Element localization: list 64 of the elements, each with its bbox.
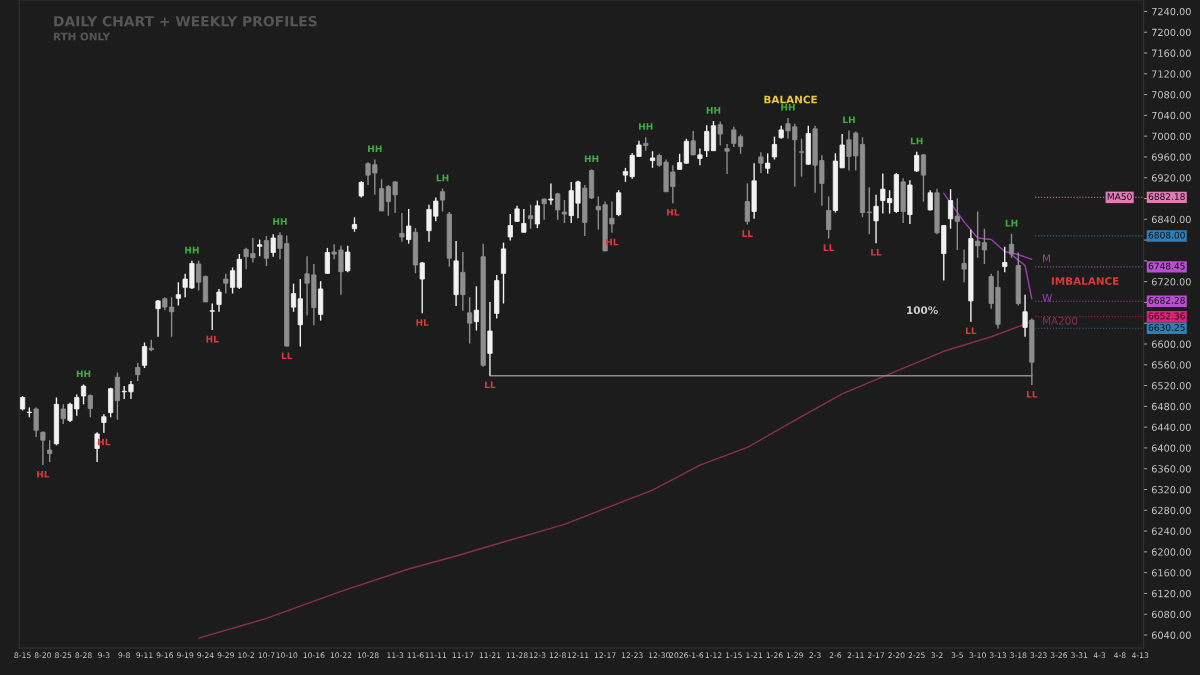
annotation: HL <box>37 470 50 478</box>
annotation: HL <box>416 319 429 326</box>
ref-line-label: 6682.28 <box>1148 297 1185 304</box>
y-tick-label: 6280.00 <box>1151 506 1191 515</box>
y-tick-label: 6040.00 <box>1151 631 1191 639</box>
annotation: HH <box>76 370 91 378</box>
ref-line-label: 6808.00 <box>1148 231 1185 239</box>
y-tick-label: 7000.00 <box>1152 132 1191 140</box>
ref-line-label: 6748.45 <box>1148 262 1185 270</box>
y-tick-label: 6080.00 <box>1151 610 1191 619</box>
annotation: HL <box>667 209 680 216</box>
annotation: HH <box>639 123 653 130</box>
y-tick-label: 7160.00 <box>1152 49 1191 57</box>
y-tick-label: 6200.00 <box>1151 548 1191 556</box>
annotation: LL <box>485 381 496 389</box>
annotation: HH <box>781 103 795 111</box>
annotation: HH <box>273 218 287 225</box>
annotation: LL <box>965 327 977 335</box>
y-tick-label: 6160.00 <box>1151 569 1191 577</box>
annotation: HH <box>706 107 721 114</box>
ref-line-label: 6652.36 <box>1148 312 1185 320</box>
annotation: LH <box>910 137 923 145</box>
annotation: LL <box>742 230 753 237</box>
y-tick-label: 6480.00 <box>1151 402 1191 411</box>
series-label: W <box>1042 294 1052 302</box>
ref-line-label: 6882.18 <box>1148 193 1185 200</box>
annotation: HH <box>368 145 382 153</box>
ref-line-label: 6630.25 <box>1148 324 1185 331</box>
text: DAILY CHART + WEEKLY PROFILES <box>54 15 317 27</box>
y-tick-label: 7080.00 <box>1152 91 1191 99</box>
y-tick-label: 6120.00 <box>1151 589 1191 598</box>
annotation: MA50 <box>1107 193 1132 200</box>
annotation: LH <box>1005 219 1018 227</box>
y-tick-label: 6320.00 <box>1151 485 1191 494</box>
annotation: HH <box>185 246 199 254</box>
y-tick-label: 6520.00 <box>1151 382 1191 390</box>
annotation: IMBALANCE <box>1051 277 1119 285</box>
y-tick-label: 6920.00 <box>1151 174 1191 182</box>
annotation: HL <box>206 335 219 343</box>
series-label: M <box>1043 254 1050 263</box>
annotation: HH <box>584 155 599 162</box>
annotation: LL <box>823 244 835 251</box>
annotation: LL <box>871 249 882 256</box>
y-tick-label: 7240.00 <box>1152 7 1191 16</box>
y-tick-label: 7200.00 <box>1152 28 1191 37</box>
y-tick-label: 6600.00 <box>1151 340 1191 348</box>
y-tick-label: 6720.00 <box>1151 278 1191 286</box>
annotation: LL <box>281 352 293 360</box>
y-tick-label: 6440.00 <box>1151 423 1191 431</box>
y-tick-label: 6840.00 <box>1151 215 1191 224</box>
y-tick-label: 6360.00 <box>1151 465 1191 473</box>
y-tick-label: 6560.00 <box>1151 361 1191 369</box>
text: RTH ONLY <box>53 32 111 41</box>
series-label: MA200 <box>1043 316 1078 325</box>
y-tick-label: 6240.00 <box>1151 527 1191 535</box>
y-tick-label: 6960.00 <box>1151 153 1191 161</box>
annotation: LH <box>436 174 449 182</box>
annotation: LH <box>843 116 855 123</box>
y-tick-label: 7120.00 <box>1152 70 1191 78</box>
y-tick-label: 6400.00 <box>1151 444 1191 452</box>
y-tick-label: 7040.00 <box>1152 111 1191 120</box>
annotation: BALANCE <box>764 95 817 104</box>
annotation: 100% <box>907 306 938 315</box>
annotation: LL <box>1026 390 1038 398</box>
